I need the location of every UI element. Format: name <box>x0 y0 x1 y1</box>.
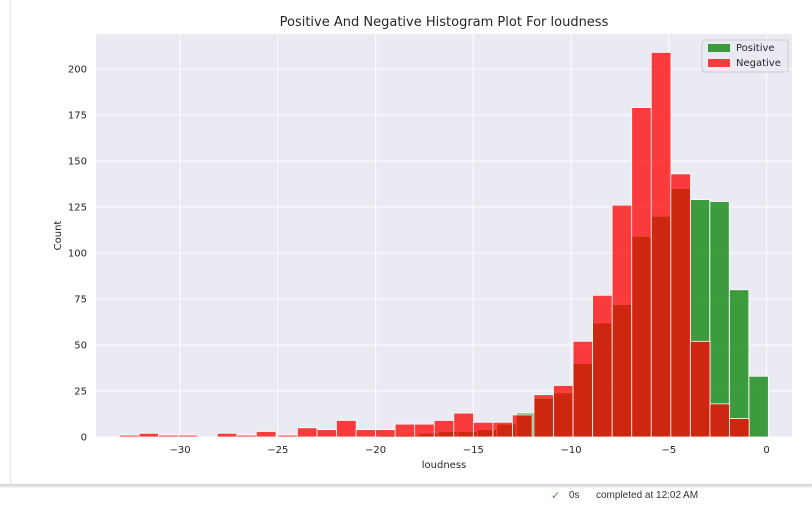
bar-negative <box>277 434 298 438</box>
y-tick-label: 150 <box>68 156 87 167</box>
bar-negative <box>572 340 594 438</box>
bar-negative <box>158 434 179 438</box>
x-tick-labels: −30 −25 −20 −15 −10 −5 0 <box>170 445 770 456</box>
x-tick-label: 0 <box>763 445 769 456</box>
check-icon: ✓ <box>551 490 561 502</box>
bar-negative <box>611 204 633 438</box>
output-card-shadow <box>0 484 812 486</box>
bar-negative <box>414 423 435 438</box>
y-tick-label: 100 <box>68 248 87 259</box>
bar-negative <box>453 412 474 438</box>
bar-negative <box>177 434 199 438</box>
y-tick-label: 125 <box>68 202 87 213</box>
x-tick-label: −10 <box>561 445 582 456</box>
bar-negative <box>394 423 416 438</box>
y-tick-labels: 0 25 50 75 100 125 150 175 200 <box>68 64 87 443</box>
bar-negative <box>236 434 257 438</box>
bar-negative <box>689 340 711 438</box>
chart-title: Positive And Negative Histogram Plot For… <box>280 15 609 30</box>
bar-negative <box>216 432 238 438</box>
bar-negative <box>533 394 555 438</box>
bar-negative <box>729 418 750 438</box>
chart-legend: Positive Negative <box>701 39 789 73</box>
histogram-chart: Positive And Negative Histogram Plot For… <box>53 15 792 471</box>
bar-negative <box>375 429 396 438</box>
y-axis-label: Count <box>53 221 64 251</box>
output-card-border <box>10 0 11 484</box>
y-tick-label: 75 <box>74 294 87 305</box>
bar-negative <box>316 429 338 438</box>
bar-negative <box>512 414 533 438</box>
bar-negative <box>119 434 140 438</box>
bar-negative <box>433 420 455 438</box>
bar-negative <box>631 107 652 438</box>
bar-positive <box>709 201 730 438</box>
x-axis-label: loudness <box>422 460 467 471</box>
bar-negative <box>492 421 514 438</box>
y-tick-label: 0 <box>81 433 87 444</box>
histogram-bars <box>119 52 769 438</box>
bar-positive <box>729 289 750 438</box>
bar-negative <box>650 52 672 438</box>
bar-positive <box>748 375 769 438</box>
status-bar: ✓ 0s completed at 12:02 AM <box>0 486 812 505</box>
bar-negative <box>336 420 357 438</box>
bar-negative <box>709 403 731 438</box>
bar-negative <box>296 427 318 438</box>
bar-negative <box>553 385 574 438</box>
x-tick-label: −20 <box>365 445 386 456</box>
execution-time: 0s <box>569 490 580 501</box>
bar-negative <box>670 173 691 438</box>
output-panel: Positive And Negative Histogram Plot For… <box>0 0 812 486</box>
x-tick-label: −15 <box>463 445 484 456</box>
completion-status: completed at 12:02 AM <box>596 490 699 501</box>
bar-negative <box>592 294 613 438</box>
y-tick-label: 200 <box>68 64 87 75</box>
legend-swatch-negative <box>708 59 730 67</box>
y-tick-label: 50 <box>74 340 87 351</box>
legend-label-positive: Positive <box>736 43 775 54</box>
legend-swatch-positive <box>708 44 730 52</box>
x-tick-label: −30 <box>170 445 191 456</box>
x-tick-label: −25 <box>267 445 288 456</box>
y-tick-label: 175 <box>68 110 87 121</box>
bar-negative <box>472 421 494 438</box>
legend-label-negative: Negative <box>736 58 781 69</box>
bar-negative <box>138 432 160 438</box>
y-tick-label: 25 <box>74 386 87 397</box>
x-tick-label: −5 <box>661 445 676 456</box>
bar-negative <box>255 431 277 438</box>
bar-negative <box>355 429 377 438</box>
